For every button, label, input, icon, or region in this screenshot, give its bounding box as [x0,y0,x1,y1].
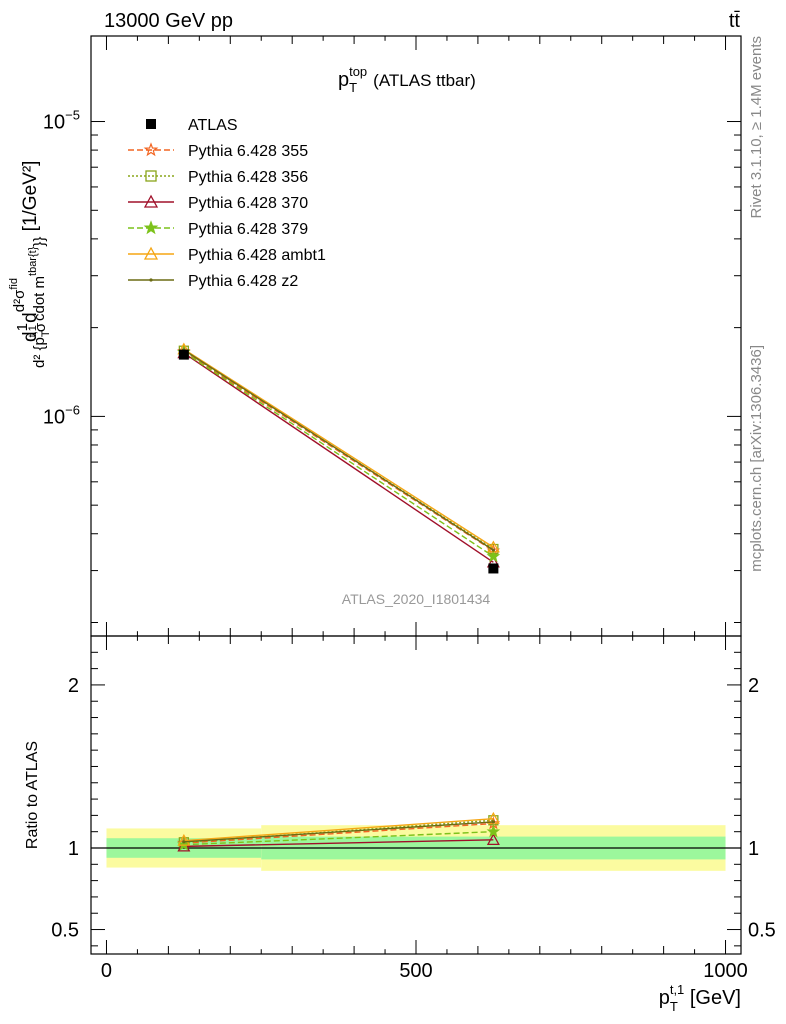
main-axis-ticks [91,36,741,636]
legend-label: Pythia 6.428 355 [188,143,308,160]
main-series-group [177,342,501,574]
legend-label: ATLAS [188,117,238,134]
ratio-y-axis-label: Ratio to ATLAS [24,741,41,849]
legend: ATLAS Pythia 6.428 355 Pythia 6.428 356 Pyt… [128,117,326,290]
legend-entry: Pythia 6.428 ambt1 [128,246,326,264]
legend-marker [143,194,159,208]
ratio-series-group [177,811,501,852]
ratio-point [486,824,501,838]
legend-marker [143,220,159,235]
legend-entry: Pythia 6.428 370 [128,194,308,212]
ratio-series-line [183,830,494,846]
series-line-3 [183,352,494,563]
legend-entry: Pythia 6.428 356 [128,169,308,186]
analysis-label: ATLAS_2020_I1801434 [342,591,491,607]
ratio-series-line [183,839,494,848]
legend-marker [145,170,157,182]
legend-label: Pythia 6.428 z2 [188,273,298,290]
ratio-y-tick-label-right: 1 [748,838,759,860]
x-tick-label: 0 [101,960,112,982]
ratio-y-tick-label-left: 1 [68,838,79,860]
ratio-point [177,833,191,846]
mc-point [486,549,501,563]
ratio-y-tick-label-left: 2 [68,675,79,697]
legend-marker [146,119,156,129]
legend-entry: Pythia 6.428 379 [128,220,308,238]
rivet-label: Rivet 3.1.10, ≥ 1.4M events [748,36,765,219]
mc-point [491,548,495,552]
x-tick-label: 500 [399,960,432,982]
atlas-data-point [178,349,189,360]
legend-entry: Pythia 6.428 z2 [128,273,298,290]
series-line-1 [183,350,494,552]
legend-marker [143,246,159,260]
legend-entry: Pythia 6.428 355 [128,142,308,160]
legend-marker [143,142,159,157]
main-y-tick-label: 10−5 [43,108,80,134]
ratio-axis-ticks [91,636,741,954]
ratio-y-tick-label-right: 2 [748,675,759,697]
ratio-point [486,833,500,845]
legend-marker [149,278,153,282]
ratio-point [182,840,186,844]
energy-label: 13000 GeV pp [104,10,233,32]
x-axis-label: pTt,1 [GeV] [659,982,741,1014]
main-y-tick-label: 10−6 [43,402,80,428]
ratio-plot-frame [90,635,742,955]
ratio-tick-labels: 0.5 0.5 1 1 2 2 0 500 1000 [51,675,776,982]
main-plot-panel: 10−6 10−5 pTtop (ATLAS ttbar) ATLAS_2020_I… [8,35,742,637]
main-y-axis-label: d1σdd²σfidd² {pTt,1 cdot mtbar{t}}} [1/G… [8,161,52,368]
ratio-y-tick-label-right: 0.5 [748,920,776,942]
legend-label: Pythia 6.428 356 [188,169,308,186]
main-title: pTtop (ATLAS ttbar) [338,64,476,95]
legend-entry: ATLAS [146,117,238,134]
x-tick-label: 1000 [703,960,748,982]
ratio-y-tick-label-left: 0.5 [51,920,79,942]
ratio-series-line [183,817,494,842]
ratio-series-line [183,822,494,844]
process-label: tt̄ [729,10,741,32]
ratio-point [491,820,495,824]
mcplots-label: mcplots.cern.ch [arXiv:1306.3436] [748,345,765,572]
legend-label: Pythia 6.428 ambt1 [188,247,326,264]
legend-label: Pythia 6.428 370 [188,195,308,212]
main-y-tick-labels: 10−6 10−5 [43,108,80,429]
ratio-series-line [183,821,494,843]
legend-label: Pythia 6.428 379 [188,221,308,238]
ratio-plot-panel: 0.5 0.5 1 1 2 2 0 500 1000 Ratio to ATLAS pTt,1 … [24,635,776,1014]
mc-point [486,540,500,553]
atlas-data-point [488,563,499,574]
series-line-5 [183,348,494,548]
series-line-6 [183,349,494,551]
series-line-4 [183,351,494,558]
